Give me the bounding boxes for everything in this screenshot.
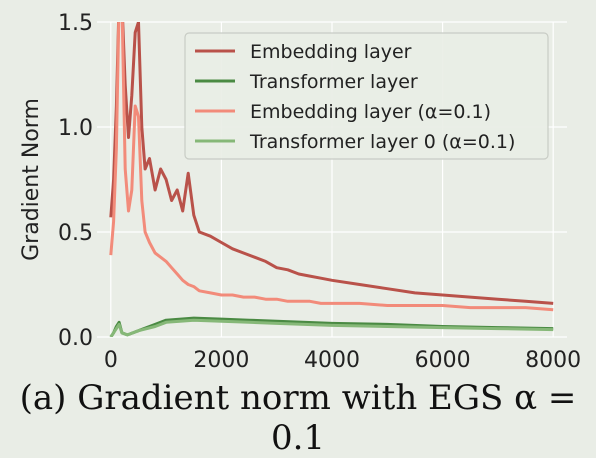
x-tick-label: 6000 — [415, 348, 471, 373]
gradient-norm-chart: 0 2000 4000 6000 8000 0.0 0.5 1.0 1.5 Gradient … — [19, 11, 581, 373]
x-axis-ticks: 0 2000 4000 6000 8000 — [104, 348, 581, 373]
series-line-3 — [109, 318, 554, 337]
y-tick-label: 1.5 — [58, 11, 93, 36]
series-line-2 — [109, 22, 554, 312]
y-tick-label: 0.5 — [58, 221, 93, 246]
y-tick-label: 1.0 — [58, 116, 93, 141]
y-axis-ticks: 0.0 0.5 1.0 1.5 — [58, 11, 93, 351]
x-tick-label: 2000 — [193, 348, 249, 373]
x-tick-label: 0 — [104, 348, 118, 373]
legend: Embedding layer Transformer layer Embeddin… — [184, 32, 549, 160]
legend-label: Embedding layer — [250, 41, 412, 63]
legend-label: Transformer layer — [249, 71, 418, 93]
y-tick-label: 0.0 — [58, 326, 93, 351]
x-tick-label: 4000 — [304, 348, 360, 373]
legend-label: Embedding layer (α=0.1) — [250, 101, 491, 123]
y-axis-label: Gradient Norm — [19, 98, 44, 261]
legend-box — [184, 32, 549, 160]
legend-label: Transformer layer 0 (α=0.1) — [249, 131, 515, 153]
series-lines — [109, 22, 554, 337]
series-line-0 — [109, 22, 554, 305]
x-tick-label: 8000 — [525, 348, 581, 373]
figure-caption: (a) Gradient norm with EGS α = 0.1 — [19, 378, 577, 458]
